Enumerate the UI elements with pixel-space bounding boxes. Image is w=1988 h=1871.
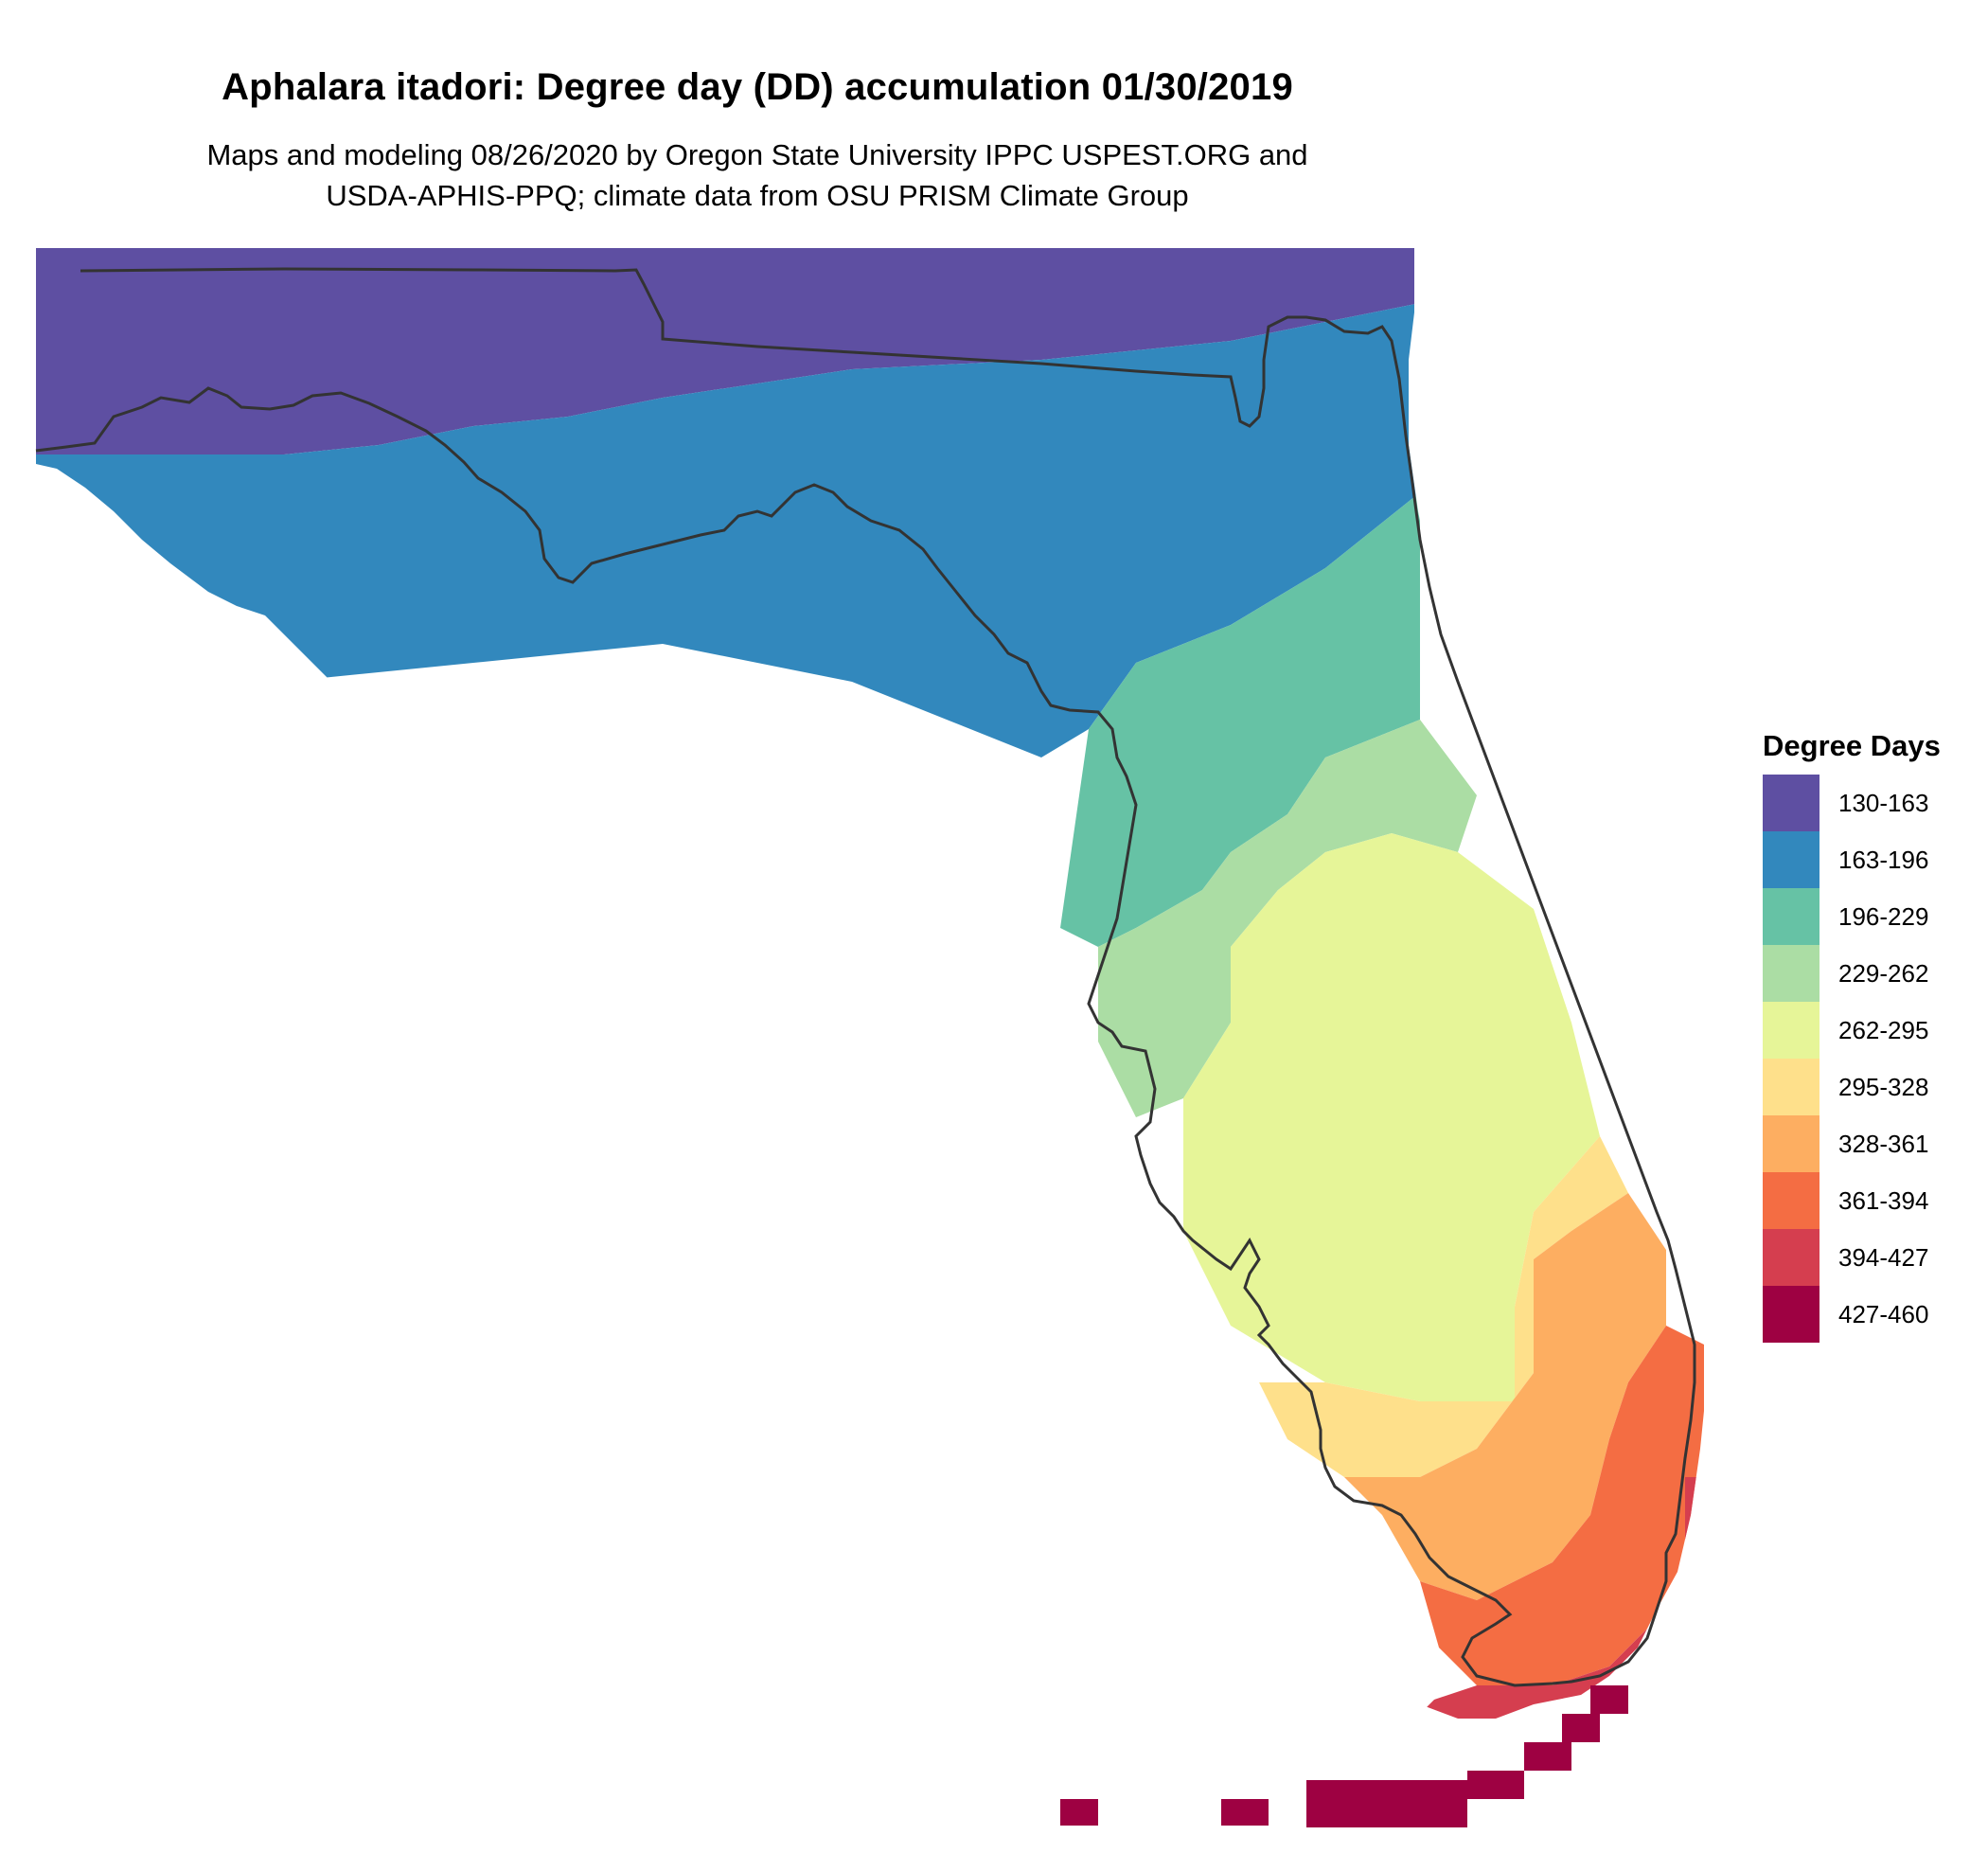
legend-item: 262-295 — [1763, 1002, 1980, 1059]
florida-keys-zone — [1306, 1780, 1467, 1827]
legend-item: 196-229 — [1763, 888, 1980, 945]
legend-swatch — [1763, 1286, 1819, 1343]
legend-label: 361-394 — [1838, 1185, 1929, 1215]
legend-item: 328-361 — [1763, 1115, 1980, 1172]
legend-item: 295-328 — [1763, 1059, 1980, 1115]
degree-day-zones — [36, 248, 1704, 1719]
legend-swatch — [1763, 1115, 1819, 1172]
map-title: Aphalara itadori: Degree day (DD) accumu… — [222, 66, 1293, 108]
degree-day-zone — [36, 248, 1420, 454]
legend-item: 361-394 — [1763, 1172, 1980, 1229]
legend-swatch — [1763, 1172, 1819, 1229]
legend-swatch — [1763, 831, 1819, 888]
legend-item: 394-427 — [1763, 1229, 1980, 1286]
florida-keys-zone — [1060, 1799, 1098, 1826]
legend-label: 163-196 — [1838, 845, 1929, 874]
degree-day-zone — [36, 303, 1420, 757]
legend-label: 229-262 — [1838, 958, 1929, 988]
legend-item: 130-163 — [1763, 775, 1980, 831]
legend-item: 229-262 — [1763, 945, 1980, 1002]
legend-label: 295-328 — [1838, 1072, 1929, 1101]
legend-swatch — [1763, 1002, 1819, 1059]
degree-day-zone — [1259, 1136, 1628, 1477]
legend-label: 196-229 — [1838, 901, 1929, 931]
map-subtitle-line1: Maps and modeling 08/26/2020 by Oregon S… — [206, 138, 1308, 171]
legend-label: 394-427 — [1838, 1242, 1929, 1272]
florida-keys-zone — [1562, 1714, 1600, 1742]
legend-label: 130-163 — [1838, 788, 1929, 817]
legend-rows: 130-163 163-196 196-229 229-262 262-295 295-3… — [1763, 775, 1980, 1343]
degree-day-zone — [1098, 720, 1477, 1117]
state-outline — [35, 267, 1696, 1687]
map-subtitle-line2: USDA-APHIS-PPQ; climate data from OSU PR… — [326, 179, 1189, 212]
legend-item: 427-460 — [1763, 1286, 1980, 1343]
degree-day-zone — [1183, 833, 1600, 1401]
legend-label: 328-361 — [1838, 1129, 1929, 1158]
map-legend: Degree Days 130-163 163-196 196-229 229-262… — [1763, 729, 1980, 1343]
florida-keys-zone — [1467, 1771, 1524, 1799]
legend-swatch — [1763, 1059, 1819, 1115]
degree-day-zone — [1420, 1326, 1704, 1685]
legend-swatch — [1763, 888, 1819, 945]
legend-item: 163-196 — [1763, 831, 1980, 888]
legend-title: Degree Days — [1763, 729, 1941, 762]
florida-keys-zone — [1221, 1799, 1269, 1826]
florida-keys-zone — [1524, 1742, 1571, 1771]
legend-label: 262-295 — [1838, 1015, 1929, 1044]
legend-swatch — [1763, 775, 1819, 831]
legend-swatch — [1763, 1229, 1819, 1286]
legend-label: 427-460 — [1838, 1299, 1929, 1328]
degree-day-zone — [1344, 1193, 1666, 1600]
florida-keys-zone — [1590, 1685, 1628, 1714]
legend-swatch — [1763, 945, 1819, 1002]
degree-day-zone — [1060, 492, 1420, 947]
